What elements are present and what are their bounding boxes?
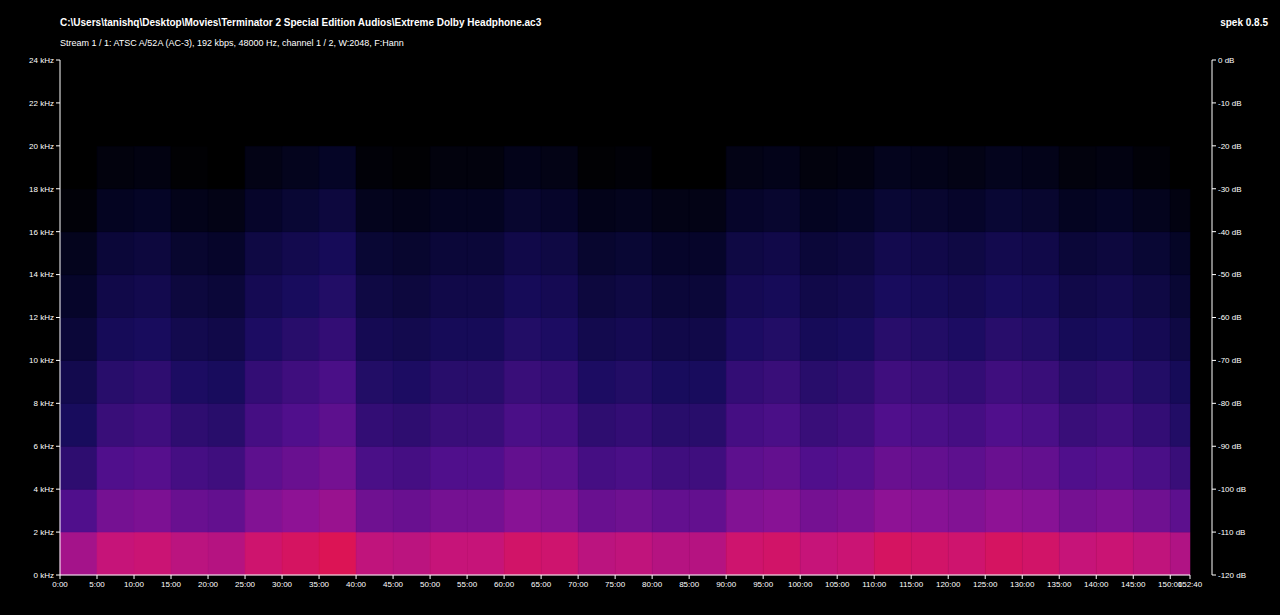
svg-text:8 kHz: 8 kHz <box>34 399 54 408</box>
svg-text:-60 dB: -60 dB <box>1218 313 1242 322</box>
svg-text:90:00: 90:00 <box>716 580 737 589</box>
svg-text:40:00: 40:00 <box>346 580 367 589</box>
svg-text:45:00: 45:00 <box>383 580 404 589</box>
svg-text:10:00: 10:00 <box>124 580 145 589</box>
svg-text:14 kHz: 14 kHz <box>29 270 54 279</box>
svg-text:152:40: 152:40 <box>1178 580 1203 589</box>
svg-text:6 kHz: 6 kHz <box>34 442 54 451</box>
svg-text:0 dB: 0 dB <box>1218 56 1234 65</box>
svg-text:135:00: 135:00 <box>1047 580 1072 589</box>
svg-text:65:00: 65:00 <box>531 580 552 589</box>
svg-text:24 kHz: 24 kHz <box>29 56 54 65</box>
svg-text:-90 dB: -90 dB <box>1218 442 1242 451</box>
svg-text:140:00: 140:00 <box>1084 580 1109 589</box>
html-text:Stream 1 / 1: ATSC A/52A (AC-3: Stream 1 / 1: ATSC A/52A (AC-3), 192 kbp… <box>60 38 404 48</box>
svg-text:5:00: 5:00 <box>89 580 105 589</box>
svg-text:145:00: 145:00 <box>1121 580 1146 589</box>
svg-text:150:00: 150:00 <box>1158 579 1183 589</box>
svg-text:-100 dB: -100 dB <box>1218 485 1246 494</box>
html-text:C:\Users\tanishq\Desktop\Movie: C:\Users\tanishq\Desktop\Movies\Terminat… <box>60 17 542 28</box>
svg-text:-30 dB: -30 dB <box>1218 185 1242 194</box>
svg-text:12 kHz: 12 kHz <box>29 313 54 322</box>
svg-text:20:00: 20:00 <box>198 580 219 589</box>
svg-text:20 kHz: 20 kHz <box>29 142 54 151</box>
svg-text:60:00: 60:00 <box>494 580 515 589</box>
svg-text:-50 dB: -50 dB <box>1218 270 1242 279</box>
svg-text:10 kHz: 10 kHz <box>29 356 54 365</box>
svg-text:80:00: 80:00 <box>642 580 663 589</box>
svg-text:35:00: 35:00 <box>309 580 330 589</box>
svg-text:25:00: 25:00 <box>235 580 256 589</box>
svg-text:-10 dB: -10 dB <box>1218 99 1242 108</box>
svg-text:130:00: 130:00 <box>1010 580 1035 589</box>
svg-text:70:00: 70:00 <box>568 580 589 589</box>
svg-text:120:00: 120:00 <box>936 580 961 589</box>
svg-text:-80 dB: -80 dB <box>1218 399 1242 408</box>
svg-text:85:00: 85:00 <box>679 580 700 589</box>
svg-text:16 kHz: 16 kHz <box>29 228 54 237</box>
html-text:spek 0.8.5: spek 0.8.5 <box>1220 17 1268 28</box>
svg-text:-40 dB: -40 dB <box>1218 228 1242 237</box>
svg-text:22 kHz: 22 kHz <box>29 99 54 108</box>
svg-text:75:00: 75:00 <box>605 580 626 589</box>
svg-text:4 kHz: 4 kHz <box>34 485 54 494</box>
svg-text:-70 dB: -70 dB <box>1218 356 1242 365</box>
svg-text:18 kHz: 18 kHz <box>29 185 54 194</box>
svg-text:55:00: 55:00 <box>457 580 478 589</box>
svg-text:95:00: 95:00 <box>753 580 774 589</box>
svg-text:110:00: 110:00 <box>862 580 886 589</box>
svg-text:30:00: 30:00 <box>272 580 293 589</box>
svg-text:115:00: 115:00 <box>899 580 923 589</box>
svg-text:15:00: 15:00 <box>161 580 182 589</box>
svg-text:100:00: 100:00 <box>788 580 813 589</box>
svg-text:0:00: 0:00 <box>52 580 68 589</box>
svg-text:125:00: 125:00 <box>973 580 998 589</box>
svg-text:-110 dB: -110 dB <box>1218 528 1245 537</box>
svg-text:0 kHz: 0 kHz <box>34 571 54 580</box>
svg-text:-120 dB: -120 dB <box>1218 571 1246 580</box>
svg-text:50:00: 50:00 <box>420 580 441 589</box>
svg-text:105:00: 105:00 <box>825 580 850 589</box>
svg-text:-20 dB: -20 dB <box>1218 142 1242 151</box>
svg-text:2 kHz: 2 kHz <box>34 528 54 537</box>
